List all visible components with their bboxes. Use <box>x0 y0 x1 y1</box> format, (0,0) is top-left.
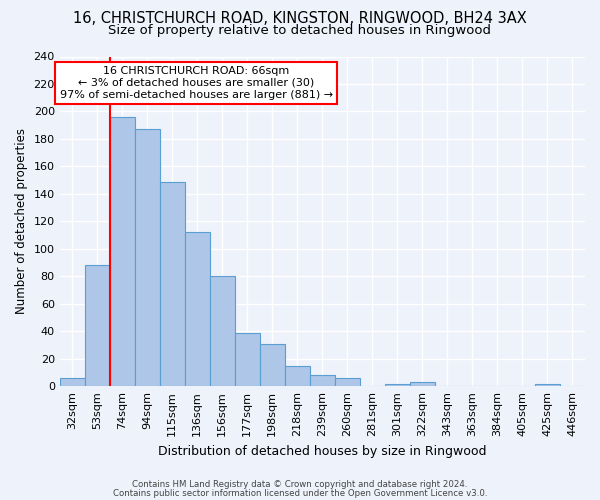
Y-axis label: Number of detached properties: Number of detached properties <box>15 128 28 314</box>
Bar <box>59 378 85 386</box>
Bar <box>260 344 285 386</box>
Text: 16, CHRISTCHURCH ROAD, KINGSTON, RINGWOOD, BH24 3AX: 16, CHRISTCHURCH ROAD, KINGSTON, RINGWOO… <box>73 11 527 26</box>
Bar <box>160 182 185 386</box>
Bar <box>210 276 235 386</box>
Bar <box>535 384 560 386</box>
Bar <box>135 130 160 386</box>
Bar <box>385 384 410 386</box>
Bar <box>235 332 260 386</box>
Text: Contains public sector information licensed under the Open Government Licence v3: Contains public sector information licen… <box>113 489 487 498</box>
Text: Size of property relative to detached houses in Ringwood: Size of property relative to detached ho… <box>109 24 491 37</box>
Bar <box>410 382 435 386</box>
Text: 16 CHRISTCHURCH ROAD: 66sqm
← 3% of detached houses are smaller (30)
97% of semi: 16 CHRISTCHURCH ROAD: 66sqm ← 3% of deta… <box>59 66 333 100</box>
Bar <box>85 266 110 386</box>
Bar <box>310 376 335 386</box>
Bar <box>285 366 310 386</box>
X-axis label: Distribution of detached houses by size in Ringwood: Distribution of detached houses by size … <box>158 444 487 458</box>
Bar <box>185 232 210 386</box>
Bar <box>110 117 135 386</box>
Bar <box>335 378 360 386</box>
Text: Contains HM Land Registry data © Crown copyright and database right 2024.: Contains HM Land Registry data © Crown c… <box>132 480 468 489</box>
